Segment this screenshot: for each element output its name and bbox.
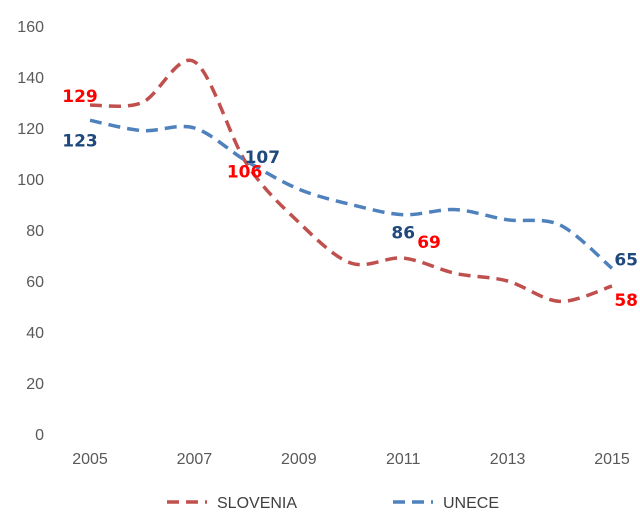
legend: SLOVENIA UNECE (167, 495, 499, 512)
series-line-slovenia (89, 58, 613, 304)
data-labels: 129 106 69 58 123 107 86 65 (62, 87, 638, 311)
legend-label-unece: UNECE (443, 495, 499, 512)
y-axis: 0 20 40 60 80 100 120 140 160 (17, 19, 44, 444)
legend-item-slovenia: SLOVENIA (167, 495, 297, 512)
x-tick-label: 2013 (490, 451, 526, 468)
data-label-unece: 123 (62, 131, 98, 151)
y-tick-label: 20 (26, 376, 44, 393)
y-tick-label: 160 (17, 19, 44, 36)
data-label-slovenia: 58 (614, 291, 638, 311)
series-layer (89, 58, 614, 304)
series-line-unece (89, 118, 614, 270)
data-label-unece: 65 (614, 250, 638, 270)
data-label-slovenia: 106 (227, 163, 263, 183)
x-tick-label: 2007 (177, 451, 213, 468)
y-tick-label: 80 (26, 223, 44, 240)
x-tick-label: 2009 (281, 451, 317, 468)
data-label-slovenia: 129 (62, 87, 98, 107)
y-tick-label: 140 (17, 70, 44, 87)
data-label-unece: 86 (391, 224, 415, 244)
x-tick-label: 2005 (72, 451, 108, 468)
y-tick-label: 100 (17, 172, 44, 189)
x-tick-label: 2011 (386, 451, 421, 468)
data-label-unece: 107 (245, 148, 281, 168)
legend-item-unece: UNECE (393, 495, 499, 512)
x-tick-label: 2015 (594, 451, 630, 468)
x-axis: 2005 2007 2009 2011 2013 2015 (72, 451, 630, 468)
y-tick-label: 40 (26, 325, 44, 342)
y-tick-label: 0 (35, 427, 44, 444)
data-label-slovenia: 69 (417, 233, 441, 253)
y-tick-label: 120 (17, 121, 44, 138)
y-tick-label: 60 (26, 274, 44, 291)
legend-label-slovenia: SLOVENIA (217, 495, 297, 512)
